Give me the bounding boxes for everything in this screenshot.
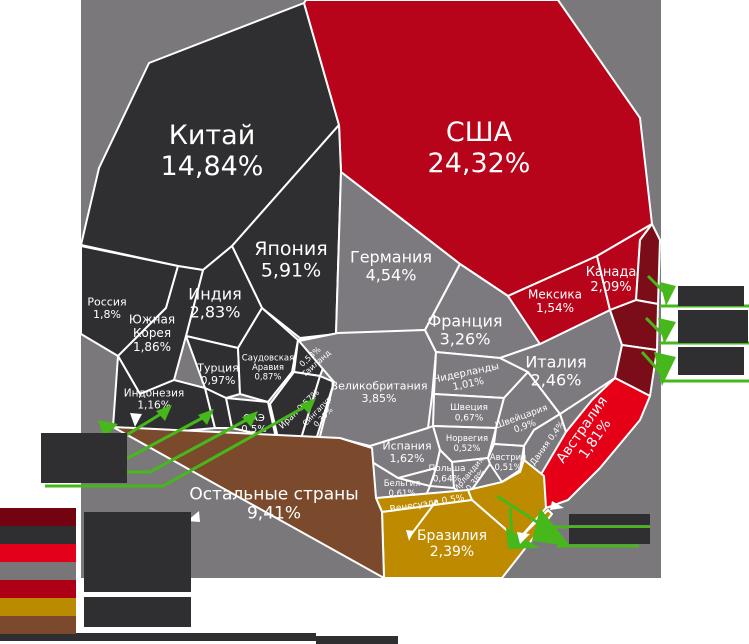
callout-arrowhead-3 <box>300 398 316 414</box>
legend-swatch-5 <box>0 598 76 616</box>
cell-label-india: Индия 2,83% <box>188 284 242 321</box>
cell-label-japan: Япония 5,91% <box>254 238 327 282</box>
callout-arrowhead-0 <box>156 405 172 421</box>
cell-label-rest_of_world: Остальные страны 9,41% <box>189 484 358 523</box>
cell-label-italy: Италия 2,46% <box>525 352 586 389</box>
cell-label-norway: Норвегия 0,52% <box>446 434 488 454</box>
callout-arrowhead-8 <box>532 508 570 546</box>
cell-ireland <box>451 457 491 499</box>
redacted-label-box-2 <box>84 597 191 627</box>
legend-swatch-3 <box>0 562 76 580</box>
redacted-label-box-7 <box>569 528 650 544</box>
callout-line-10 <box>496 494 541 526</box>
callout-arrowhead-1 <box>198 409 214 425</box>
callout-line-13 <box>508 507 514 535</box>
cell-label-belgium: Бельгия 0,61% <box>384 479 421 499</box>
callout-line-4 <box>646 274 666 294</box>
cell-label-poland: Польша 0,64% <box>428 464 465 484</box>
white-arrowhead-4 <box>406 530 414 541</box>
cell-label-brazil: Бразилия 2,39% <box>417 528 487 560</box>
cell-label-uk: Великобритания 3,85% <box>331 380 428 406</box>
cell-turkey <box>185 335 241 399</box>
cell-label-canada: Канада 2,09% <box>586 265 637 295</box>
redacted-label-box-4 <box>678 310 748 343</box>
cell-label-austria: Австрия 0,51% <box>490 453 526 473</box>
redacted-label-box-3 <box>678 286 744 306</box>
cell-label-russia: Россия 1,8% <box>87 296 126 322</box>
legend-swatch-2 <box>0 544 76 562</box>
redacted-label-box-0 <box>41 433 127 483</box>
cell-label-mexico: Мексика 1,54% <box>528 287 582 315</box>
cell-label-usa: США 24,32% <box>428 117 531 179</box>
cell-label-turkey: Турция 0,97% <box>196 362 238 388</box>
cell-label-south_korea: Южная Корея 1,86% <box>129 313 175 354</box>
legend-swatch-0 <box>0 508 76 526</box>
white-arrowhead-3 <box>517 532 530 544</box>
redacted-caption-bar-0 <box>0 633 316 641</box>
cell-label-saudi_arabia: Саудовская Аравия 0,87% <box>242 353 294 382</box>
cell-label-france: Франция 3,26% <box>427 311 502 348</box>
legend-swatch-1 <box>0 526 76 544</box>
cell-label-sweden: Швеция 0,67% <box>450 403 488 423</box>
callout-arrowhead-6 <box>658 318 676 344</box>
redacted-label-box-1 <box>84 512 191 592</box>
legend-swatch-6 <box>0 616 76 634</box>
white-arrowhead-2 <box>550 501 564 510</box>
callout-line-6 <box>640 350 662 374</box>
redacted-caption-bar-1 <box>316 636 398 644</box>
redacted-label-box-5 <box>678 347 744 375</box>
cell-brazil <box>381 499 553 579</box>
white-arrowhead-0 <box>130 413 142 427</box>
cell-label-germany: Германия 4,54% <box>350 247 432 284</box>
redacted-label-box-6 <box>569 514 650 525</box>
callout-arrowhead-2 <box>242 411 258 427</box>
callout-arrowhead-5 <box>660 282 676 306</box>
legend-swatch-4 <box>0 580 76 598</box>
cell-label-spain: Испания 1,62% <box>382 440 431 466</box>
white-leader-line-0 <box>409 499 438 537</box>
cell-rest_of_world <box>112 426 385 579</box>
cell-unlabeled_maroon_2 <box>609 299 659 351</box>
cell-label-china: Китай 14,84% <box>161 120 264 182</box>
callout-arrowhead-7 <box>654 352 676 386</box>
callout-line-3 <box>45 403 309 488</box>
callout-line-5 <box>644 316 664 336</box>
cell-saudi_arabia <box>237 307 299 403</box>
